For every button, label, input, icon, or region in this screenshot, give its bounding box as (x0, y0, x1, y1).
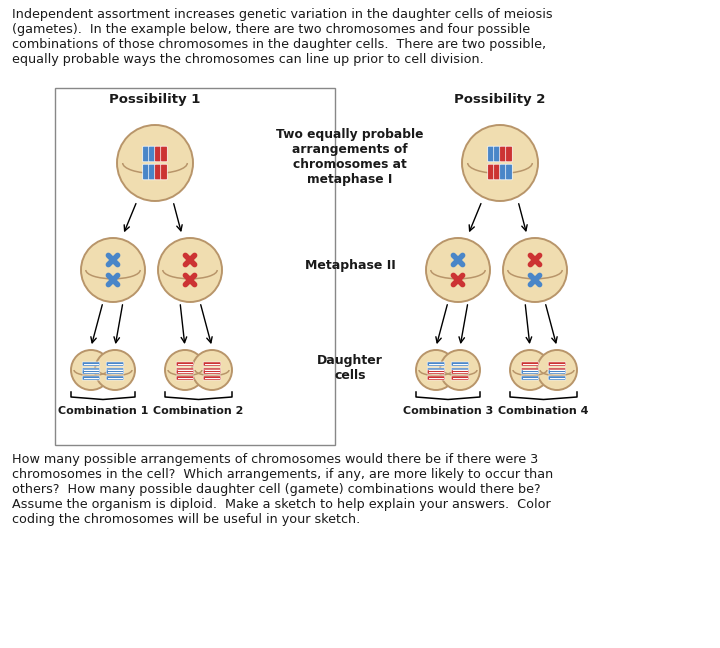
Text: How many possible arrangements of chromosomes would there be if there were 3
chr: How many possible arrangements of chromo… (12, 453, 553, 526)
FancyBboxPatch shape (176, 370, 194, 374)
FancyBboxPatch shape (427, 362, 445, 366)
Circle shape (503, 238, 567, 302)
FancyBboxPatch shape (521, 376, 539, 380)
FancyBboxPatch shape (149, 146, 156, 162)
FancyBboxPatch shape (548, 368, 566, 372)
FancyBboxPatch shape (500, 164, 506, 179)
FancyBboxPatch shape (505, 146, 513, 162)
FancyBboxPatch shape (487, 146, 495, 162)
Text: Two equally probable
arrangements of
chromosomes at
metaphase I: Two equally probable arrangements of chr… (276, 128, 424, 186)
Circle shape (95, 350, 135, 390)
Circle shape (165, 350, 205, 390)
FancyBboxPatch shape (494, 164, 500, 179)
FancyBboxPatch shape (451, 368, 469, 372)
FancyBboxPatch shape (161, 146, 167, 162)
FancyBboxPatch shape (203, 370, 221, 374)
FancyBboxPatch shape (494, 146, 500, 162)
FancyBboxPatch shape (107, 362, 124, 366)
FancyBboxPatch shape (548, 370, 566, 374)
FancyBboxPatch shape (176, 376, 194, 380)
Bar (55, 88, 335, 445)
Circle shape (440, 350, 480, 390)
Text: Combination 2: Combination 2 (153, 406, 243, 415)
FancyBboxPatch shape (149, 164, 156, 179)
Circle shape (117, 125, 193, 201)
Text: Metaphase II: Metaphase II (305, 259, 395, 272)
FancyBboxPatch shape (161, 164, 167, 179)
Text: Daughter
cells: Daughter cells (317, 354, 383, 382)
FancyBboxPatch shape (82, 362, 100, 366)
FancyBboxPatch shape (82, 370, 100, 374)
FancyBboxPatch shape (500, 146, 506, 162)
FancyBboxPatch shape (548, 376, 566, 380)
FancyBboxPatch shape (521, 362, 539, 366)
FancyBboxPatch shape (521, 368, 539, 372)
FancyBboxPatch shape (155, 164, 161, 179)
FancyBboxPatch shape (521, 370, 539, 374)
FancyBboxPatch shape (155, 146, 161, 162)
FancyBboxPatch shape (82, 376, 100, 380)
FancyBboxPatch shape (427, 370, 445, 374)
FancyBboxPatch shape (203, 368, 221, 372)
FancyBboxPatch shape (176, 368, 194, 372)
Text: Combination 1: Combination 1 (58, 406, 148, 415)
FancyBboxPatch shape (143, 164, 149, 179)
FancyBboxPatch shape (427, 376, 445, 380)
FancyBboxPatch shape (203, 376, 221, 380)
Text: Independent assortment increases genetic variation in the daughter cells of meio: Independent assortment increases genetic… (12, 8, 553, 66)
Circle shape (192, 350, 232, 390)
FancyBboxPatch shape (107, 368, 124, 372)
FancyBboxPatch shape (451, 370, 469, 374)
Circle shape (71, 350, 111, 390)
Text: Possibility 2: Possibility 2 (454, 93, 546, 106)
Circle shape (537, 350, 577, 390)
FancyBboxPatch shape (487, 164, 495, 179)
Circle shape (81, 238, 145, 302)
Circle shape (158, 238, 222, 302)
FancyBboxPatch shape (82, 368, 100, 372)
FancyBboxPatch shape (107, 376, 124, 380)
Text: Combination 3: Combination 3 (403, 406, 493, 415)
Circle shape (510, 350, 550, 390)
FancyBboxPatch shape (107, 370, 124, 374)
FancyBboxPatch shape (203, 362, 221, 366)
FancyBboxPatch shape (451, 376, 469, 380)
Text: Possibility 1: Possibility 1 (109, 93, 201, 106)
FancyBboxPatch shape (143, 146, 149, 162)
FancyBboxPatch shape (548, 362, 566, 366)
FancyBboxPatch shape (427, 368, 445, 372)
FancyBboxPatch shape (505, 164, 513, 179)
FancyBboxPatch shape (451, 362, 469, 366)
Circle shape (426, 238, 490, 302)
FancyBboxPatch shape (176, 362, 194, 366)
Circle shape (462, 125, 538, 201)
Circle shape (416, 350, 456, 390)
Text: Combination 4: Combination 4 (498, 406, 589, 415)
